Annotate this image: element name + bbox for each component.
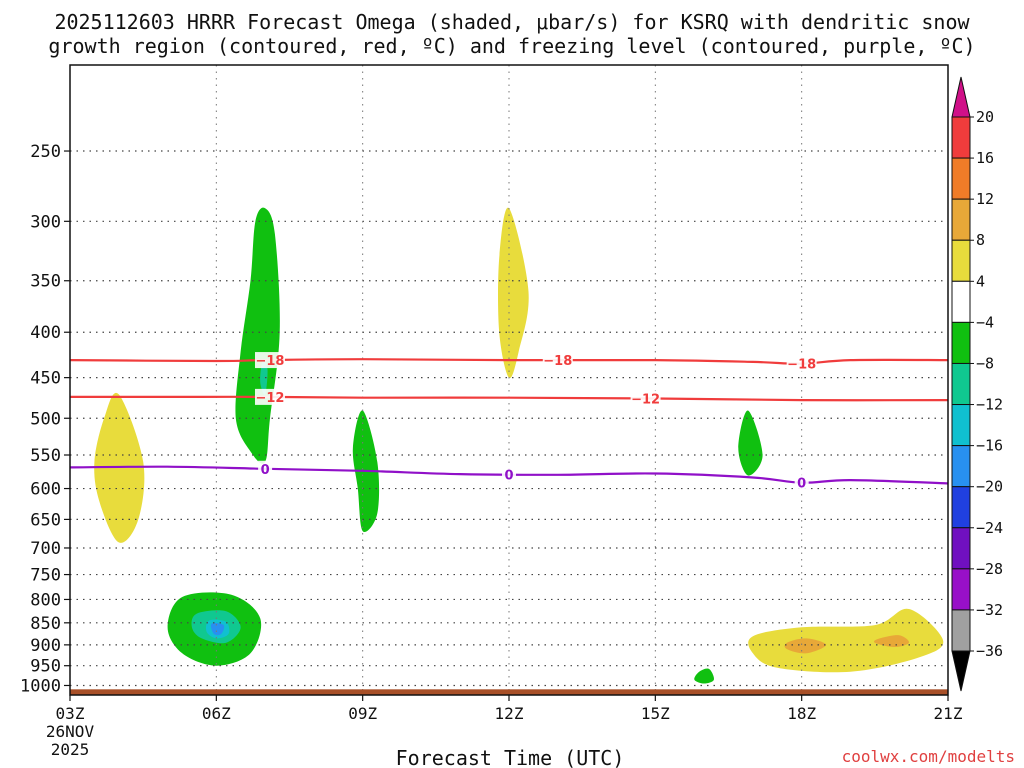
omega-shading — [94, 207, 944, 684]
contour-label-bg — [254, 352, 285, 369]
omega-feature-4 — [498, 207, 529, 379]
contour-label-3-3: 0 — [797, 477, 806, 492]
colorbar-label-10: −20 — [976, 478, 1003, 496]
contour-line-3 — [69, 465, 949, 485]
y-tick-label-500: 500 — [30, 409, 61, 429]
colorbar-segment-2 — [951, 157, 971, 200]
contour-label-1-2: −18 — [543, 354, 572, 369]
y-tick-label-750: 750 — [30, 566, 61, 586]
colorbar-label-13: −32 — [976, 601, 1003, 619]
omega-feature-12 — [748, 608, 944, 673]
colorbar-segment-7 — [951, 362, 971, 406]
contour-label-3-1: 0 — [261, 463, 270, 478]
ground-surface — [70, 689, 948, 695]
chart-title-line2: growth region (contoured, red, ºC) and f… — [48, 34, 975, 58]
contour-label-1-3: −18 — [787, 358, 816, 373]
x-tick-label-06Z: 06Z — [202, 704, 231, 723]
y-axis: 2503003504004505005506006507007508008509… — [20, 142, 70, 696]
colorbar-label-2: 16 — [976, 149, 994, 167]
y-tick-label-400: 400 — [30, 323, 61, 343]
colorbar-segment-12 — [951, 568, 971, 611]
omega-feature-14 — [873, 635, 910, 647]
y-tick-label-550: 550 — [30, 446, 61, 466]
colorbar-label-12: −28 — [976, 560, 1003, 578]
colorbar-label-6: −4 — [976, 313, 994, 331]
x-tick-label-03Z: 03Z — [56, 704, 85, 723]
x-tick-label-21Z: 21Z — [934, 704, 963, 723]
y-tick-label-850: 850 — [30, 614, 61, 634]
colorbar-label-14: −36 — [976, 642, 1003, 660]
x-tick-label-09Z: 09Z — [348, 704, 377, 723]
date-line1: 26NOV — [46, 722, 95, 741]
contour-label-bg — [254, 388, 285, 405]
omega-feature-11 — [694, 668, 715, 684]
contour-label-bg — [258, 460, 273, 477]
colorbar-label-11: −24 — [976, 519, 1003, 537]
y-tick-label-650: 650 — [30, 510, 61, 530]
grid — [70, 65, 948, 695]
colorbar-label-4: 8 — [976, 231, 985, 249]
x-tick-label-15Z: 15Z — [641, 704, 670, 723]
y-tick-label-1000: 1000 — [20, 676, 61, 696]
contour-label-2-2: −12 — [631, 392, 660, 407]
colorbar: 20 16 12 8 4 −4 −8 −12 −16 −20 −24 −28 −32 −36 — [951, 76, 1003, 692]
y-tick-label-700: 700 — [30, 539, 61, 559]
colorbar-segment-4 — [951, 239, 971, 282]
date-line2: 2025 — [51, 740, 90, 759]
contour-label-bg — [786, 355, 817, 372]
colorbar-label-1: 20 — [976, 108, 994, 126]
colorbar-segment-6 — [951, 321, 971, 364]
y-tick-label-350: 350 — [30, 272, 61, 292]
colorbar-segment-3 — [951, 198, 971, 241]
contour-label-3-2: 0 — [504, 468, 513, 483]
colorbar-segment-1 — [951, 116, 971, 159]
omega-feature-2 — [260, 359, 268, 395]
colorbar-segment-11 — [951, 527, 971, 570]
y-tick-label-800: 800 — [30, 590, 61, 610]
colorbar-segment-10 — [951, 486, 971, 529]
y-tick-label-600: 600 — [30, 480, 61, 500]
colorbar-min-arrow — [951, 650, 971, 692]
contour-label-bg — [794, 474, 809, 491]
y-tick-label-950: 950 — [30, 657, 61, 677]
colorbar-label-7: −8 — [976, 354, 994, 372]
omega-feature-13 — [784, 638, 827, 654]
omega-feature-10 — [210, 623, 225, 636]
colorbar-segment-9 — [951, 445, 971, 488]
colorbar-label-9: −16 — [976, 437, 1003, 455]
x-axis-label: Forecast Time (UTC) — [396, 746, 625, 768]
contours: −18 −18 −18 −12 −12 0 0 0 — [69, 352, 949, 492]
plot-area: −18 −18 −18 −12 −12 0 0 0 — [69, 64, 949, 696]
colorbar-label-5: 4 — [976, 272, 985, 290]
ground — [70, 689, 948, 695]
y-tick-label-450: 450 — [30, 369, 61, 389]
x-tick-label-18Z: 18Z — [787, 704, 816, 723]
contour-label-bg — [502, 466, 516, 483]
contour-label-bg — [630, 390, 661, 407]
x-tick-label-12Z: 12Z — [495, 704, 524, 723]
colorbar-max-arrow — [951, 76, 971, 118]
colorbar-segment-8 — [951, 404, 971, 447]
contour-label-bg — [542, 352, 573, 369]
contour-label-2-1: −12 — [255, 391, 284, 406]
contour-label-1-1: −18 — [255, 354, 284, 369]
chart-title-line1: 2025112603 HRRR Forecast Omega (shaded, … — [54, 10, 970, 34]
y-tick-label-250: 250 — [30, 142, 61, 162]
colorbar-segment-5 — [951, 280, 971, 323]
colorbar-label-8: −12 — [976, 396, 1003, 414]
omega-feature-6 — [738, 410, 763, 476]
y-tick-label-900: 900 — [30, 636, 61, 656]
credit-text: coolwx.com/modelts — [842, 747, 1015, 766]
colorbar-segment-13 — [951, 609, 971, 652]
colorbar-label-3: 12 — [976, 190, 994, 208]
y-tick-label-300: 300 — [30, 212, 61, 232]
contour-line-2 — [70, 395, 949, 402]
x-axis: 03Z 06Z 09Z 12Z 15Z 18Z 21Z — [56, 695, 963, 723]
